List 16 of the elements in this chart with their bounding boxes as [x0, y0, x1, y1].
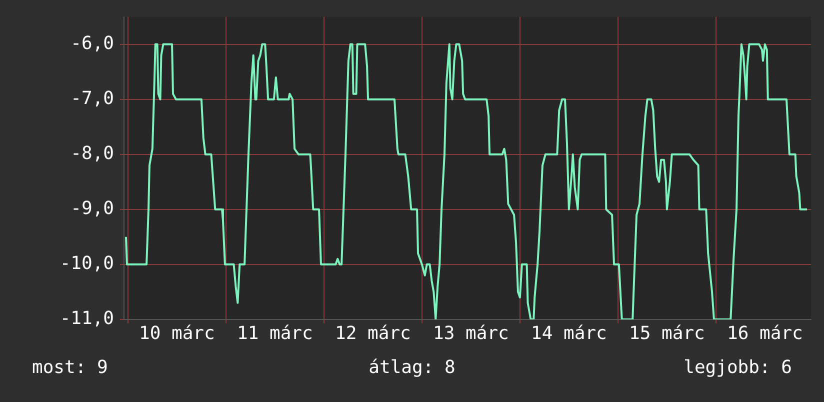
x-tick-label: 13 márc: [433, 322, 509, 344]
y-tick-label: -9,0: [70, 198, 114, 220]
y-tick-label: -8,0: [70, 143, 114, 164]
x-tick-label: 16 márc: [727, 322, 803, 344]
x-tick-label: 11 márc: [236, 322, 313, 344]
y-tick-label: -10,0: [60, 253, 114, 274]
text: most: 9: [32, 357, 109, 378]
x-tick-label: 14 márc: [531, 322, 607, 344]
x-tick-label: 12 márc: [335, 322, 411, 344]
x-tick-label: 10 márc: [138, 322, 215, 344]
y-tick-label: -6,0: [70, 32, 114, 54]
text: legjobb: 6: [682, 357, 792, 378]
text: átlag: 8: [368, 357, 456, 378]
y-tick-label: -11,0: [60, 308, 114, 330]
x-tick-label: 15 márc: [629, 322, 705, 344]
y-tick-label: -7,0: [70, 88, 114, 109]
